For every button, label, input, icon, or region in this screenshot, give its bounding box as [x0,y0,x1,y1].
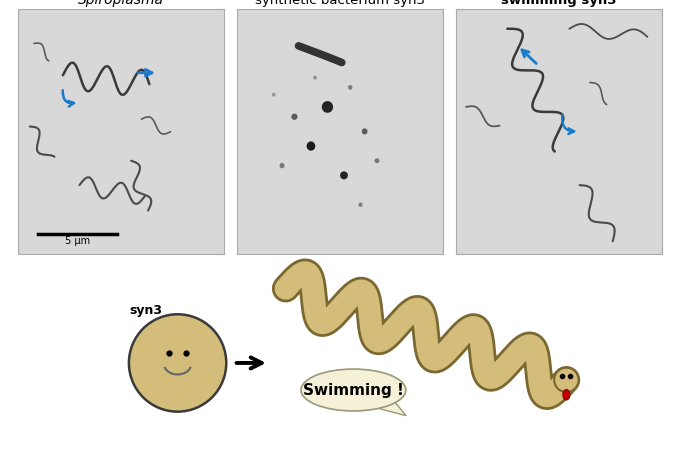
Ellipse shape [362,128,368,135]
Ellipse shape [291,113,298,120]
Text: 5 μm: 5 μm [65,236,90,246]
Ellipse shape [348,85,352,90]
Text: syn3: syn3 [129,304,162,317]
Circle shape [129,314,226,412]
Title: swimming syn3: swimming syn3 [501,0,617,6]
Ellipse shape [374,158,379,163]
Text: Swimming !: Swimming ! [303,383,404,397]
Title: synthetic bacterium syn3: synthetic bacterium syn3 [255,0,425,6]
Ellipse shape [313,76,317,80]
Ellipse shape [279,163,284,168]
Circle shape [554,368,578,392]
Ellipse shape [358,202,363,207]
Ellipse shape [272,93,276,97]
Polygon shape [380,397,406,416]
Ellipse shape [301,369,406,411]
Title: Spiroplasma: Spiroplasma [78,0,164,6]
Ellipse shape [340,171,348,179]
Ellipse shape [322,101,333,113]
Ellipse shape [563,390,570,400]
Ellipse shape [307,142,315,151]
